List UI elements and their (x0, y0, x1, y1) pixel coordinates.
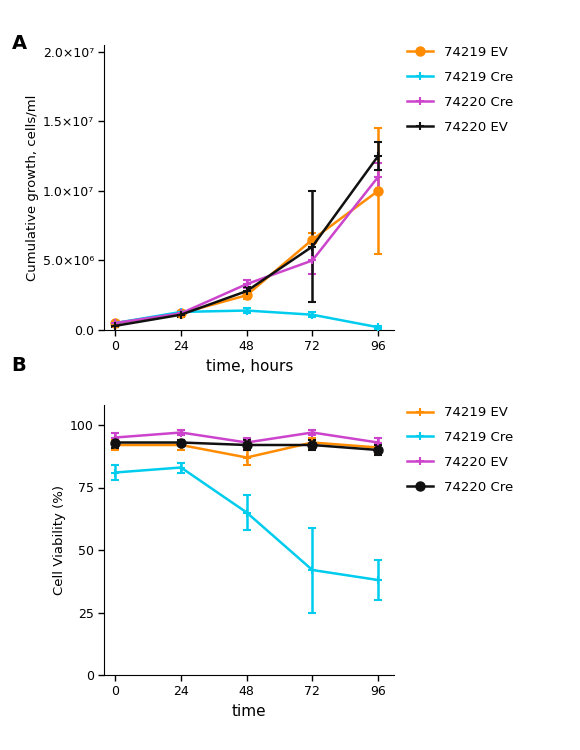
Legend: 74219 EV, 74219 Cre, 74220 Cre, 74220 EV: 74219 EV, 74219 Cre, 74220 Cre, 74220 EV (407, 46, 513, 134)
X-axis label: time: time (232, 704, 267, 719)
X-axis label: time, hours: time, hours (206, 359, 293, 374)
Text: B: B (12, 356, 26, 375)
Y-axis label: Cumulative growth, cells/ml: Cumulative growth, cells/ml (26, 94, 38, 280)
Text: A: A (12, 34, 27, 53)
Y-axis label: Cell Viability (%): Cell Viability (%) (53, 485, 66, 595)
Legend: 74219 EV, 74219 Cre, 74220 EV, 74220 Cre: 74219 EV, 74219 Cre, 74220 EV, 74220 Cre (407, 406, 513, 494)
